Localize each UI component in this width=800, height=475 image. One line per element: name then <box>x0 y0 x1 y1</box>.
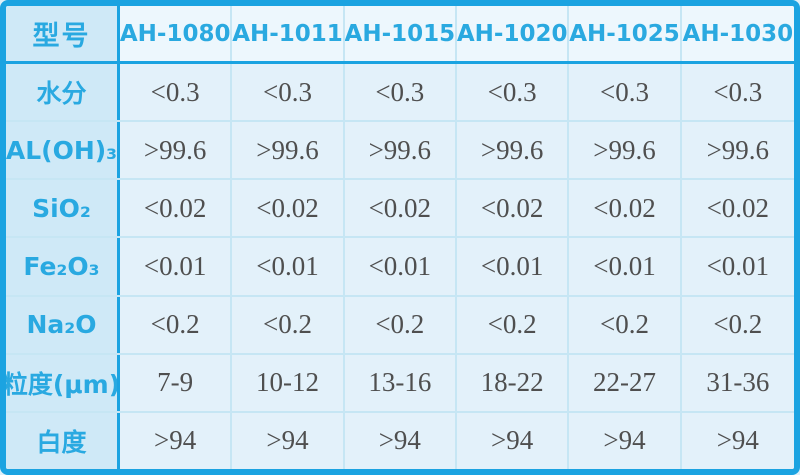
cell-whiteness-6: >94 <box>681 412 794 469</box>
row-label-moisture: 水分 <box>6 64 120 121</box>
row-label-na2o: Na₂O <box>6 296 120 353</box>
table-row-sio2: SiO₂ <0.02 <0.02 <0.02 <0.02 <0.02 <0.02 <box>6 178 794 237</box>
cell-moisture-3: <0.3 <box>344 64 457 121</box>
table-row-particle-size: 粒度(μm) 7-9 10-12 13-16 18-22 22-27 31-36 <box>6 352 794 411</box>
cell-fe2o3-5: <0.01 <box>569 238 682 295</box>
cell-na2o-2: <0.2 <box>232 296 345 353</box>
table-header-row: 型号 AH-1080 AH-1011 AH-1015 AH-1020 AH-10… <box>6 6 794 64</box>
cell-fe2o3-2: <0.01 <box>232 238 345 295</box>
row-label-sio2: SiO₂ <box>6 180 120 237</box>
col-header-ah-1015: AH-1015 <box>344 6 457 61</box>
cell-sio2-4: <0.02 <box>457 180 570 237</box>
cell-na2o-1: <0.2 <box>120 296 233 353</box>
cell-moisture-6: <0.3 <box>681 64 794 121</box>
col-header-ah-1030: AH-1030 <box>681 6 794 61</box>
cell-particle-size-2: 10-12 <box>232 354 345 411</box>
table-row-moisture: 水分 <0.3 <0.3 <0.3 <0.3 <0.3 <0.3 <box>6 64 794 121</box>
col-header-ah-1025: AH-1025 <box>569 6 682 61</box>
cell-whiteness-3: >94 <box>344 412 457 469</box>
col-header-ah-1020: AH-1020 <box>457 6 570 61</box>
cell-sio2-1: <0.02 <box>120 180 233 237</box>
cell-na2o-3: <0.2 <box>344 296 457 353</box>
cell-aloh3-5: >99.6 <box>569 122 682 179</box>
cell-moisture-4: <0.3 <box>457 64 570 121</box>
cell-sio2-2: <0.02 <box>232 180 345 237</box>
cell-whiteness-5: >94 <box>569 412 682 469</box>
cell-moisture-5: <0.3 <box>569 64 682 121</box>
table-row-aloh3: AL(OH)₃ >99.6 >99.6 >99.6 >99.6 >99.6 >9… <box>6 120 794 179</box>
cell-moisture-2: <0.3 <box>232 64 345 121</box>
cell-aloh3-1: >99.6 <box>120 122 233 179</box>
cell-fe2o3-4: <0.01 <box>457 238 570 295</box>
table-row-na2o: Na₂O <0.2 <0.2 <0.2 <0.2 <0.2 <0.2 <box>6 294 794 353</box>
cell-whiteness-1: >94 <box>120 412 233 469</box>
cell-particle-size-5: 22-27 <box>569 354 682 411</box>
cell-whiteness-4: >94 <box>457 412 570 469</box>
cell-sio2-5: <0.02 <box>569 180 682 237</box>
cell-particle-size-6: 31-36 <box>681 354 794 411</box>
col-header-ah-1080: AH-1080 <box>120 6 233 61</box>
cell-sio2-6: <0.02 <box>681 180 794 237</box>
row-label-whiteness: 白度 <box>6 412 120 469</box>
cell-na2o-6: <0.2 <box>681 296 794 353</box>
row-label-fe2o3: Fe₂O₃ <box>6 238 120 295</box>
cell-na2o-5: <0.2 <box>569 296 682 353</box>
row-label-aloh3: AL(OH)₃ <box>6 122 120 179</box>
col-header-ah-1011: AH-1011 <box>232 6 345 61</box>
cell-fe2o3-6: <0.01 <box>681 238 794 295</box>
cell-fe2o3-3: <0.01 <box>344 238 457 295</box>
cell-fe2o3-1: <0.01 <box>120 238 233 295</box>
corner-header-model: 型号 <box>6 6 120 61</box>
cell-aloh3-6: >99.6 <box>681 122 794 179</box>
row-label-particle-size: 粒度(μm) <box>6 354 120 411</box>
cell-whiteness-2: >94 <box>232 412 345 469</box>
cell-particle-size-4: 18-22 <box>457 354 570 411</box>
cell-particle-size-1: 7-9 <box>120 354 233 411</box>
cell-na2o-4: <0.2 <box>457 296 570 353</box>
table-row-whiteness: 白度 >94 >94 >94 >94 >94 >94 <box>6 410 794 469</box>
table-row-fe2o3: Fe₂O₃ <0.01 <0.01 <0.01 <0.01 <0.01 <0.0… <box>6 236 794 295</box>
cell-particle-size-3: 13-16 <box>344 354 457 411</box>
cell-sio2-3: <0.02 <box>344 180 457 237</box>
cell-aloh3-4: >99.6 <box>457 122 570 179</box>
cell-aloh3-2: >99.6 <box>232 122 345 179</box>
cell-moisture-1: <0.3 <box>120 64 233 121</box>
cell-aloh3-3: >99.6 <box>344 122 457 179</box>
